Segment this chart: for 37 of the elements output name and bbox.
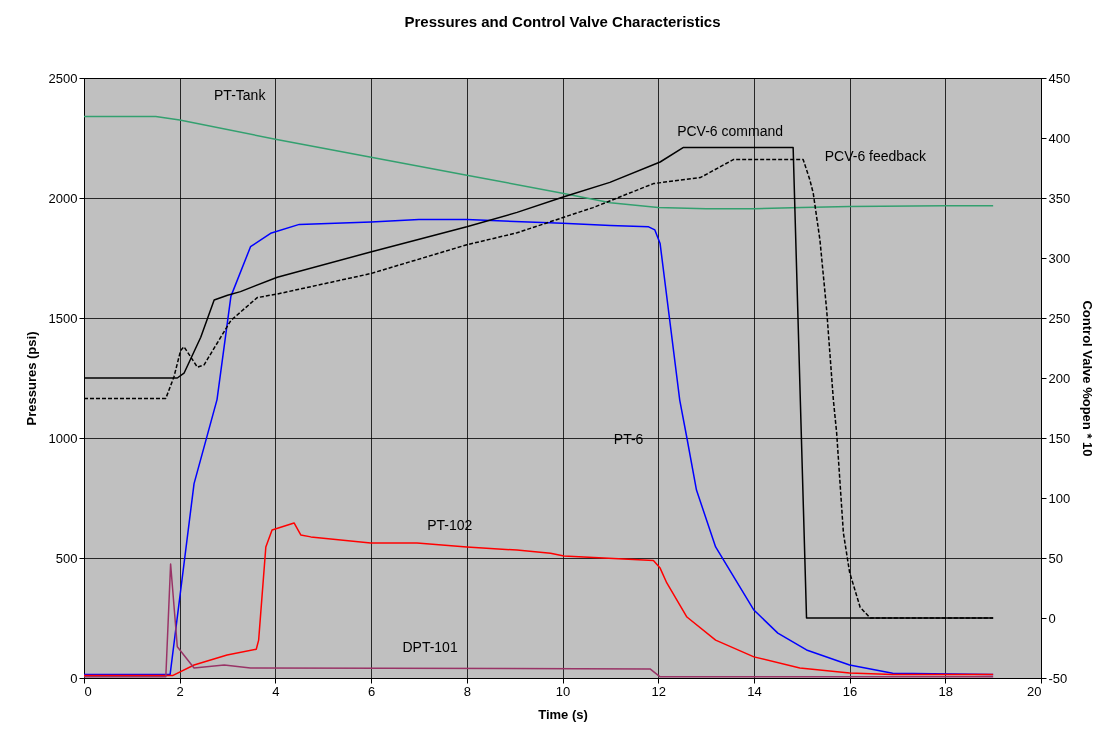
y2-tick-label: 150 bbox=[1048, 430, 1071, 446]
x-tick-label: 10 bbox=[555, 683, 571, 699]
chart-title: Pressures and Control Valve Characteristics bbox=[404, 13, 721, 30]
x-tick-label: 20 bbox=[1027, 683, 1042, 699]
series-label: PT-Tank bbox=[214, 87, 267, 103]
line-series bbox=[84, 115, 994, 210]
x-axis-title: Time (s) bbox=[538, 706, 588, 722]
y-tick-label: 0 bbox=[70, 670, 78, 686]
line-series bbox=[84, 522, 994, 677]
y2-tick-label: -50 bbox=[1048, 670, 1068, 686]
line-series bbox=[84, 563, 994, 678]
x-tick-label: 14 bbox=[747, 683, 762, 699]
x-tick-label: 18 bbox=[938, 683, 954, 699]
y2-tick-label: 400 bbox=[1048, 130, 1071, 146]
y-tick-label: 2500 bbox=[48, 70, 78, 86]
series-label: DPT-101 bbox=[402, 638, 458, 655]
y-tick-label: 500 bbox=[55, 550, 78, 566]
x-tick-label: 16 bbox=[842, 683, 858, 699]
y2-tick-label: 450 bbox=[1048, 70, 1071, 86]
y2-axis-title: Control Valve %open * 10 bbox=[1080, 300, 1096, 457]
x-tick-label: 0 bbox=[84, 683, 92, 699]
y2-tick-label: 0 bbox=[1048, 610, 1056, 626]
x-tick-label: 6 bbox=[367, 683, 376, 699]
y2-tick-label: 350 bbox=[1048, 190, 1071, 206]
y2-tick-label: 100 bbox=[1048, 490, 1071, 506]
y2-tick-label: 50 bbox=[1048, 550, 1063, 566]
x-tick-label: 8 bbox=[463, 683, 471, 699]
y2-tick-label: 250 bbox=[1048, 310, 1071, 326]
y-tick-label: 2000 bbox=[48, 190, 78, 206]
y-tick-label: 1000 bbox=[48, 430, 78, 446]
y2-tick-label: 200 bbox=[1048, 370, 1071, 386]
y-axis-title: Pressures (psi) bbox=[23, 331, 39, 426]
y-tick-label: 1500 bbox=[48, 310, 78, 326]
x-tick-label: 12 bbox=[651, 683, 666, 699]
x-tick-label: 2 bbox=[176, 683, 184, 699]
x-tick-label: 4 bbox=[272, 683, 280, 699]
y2-tick-label: 300 bbox=[1048, 250, 1071, 266]
